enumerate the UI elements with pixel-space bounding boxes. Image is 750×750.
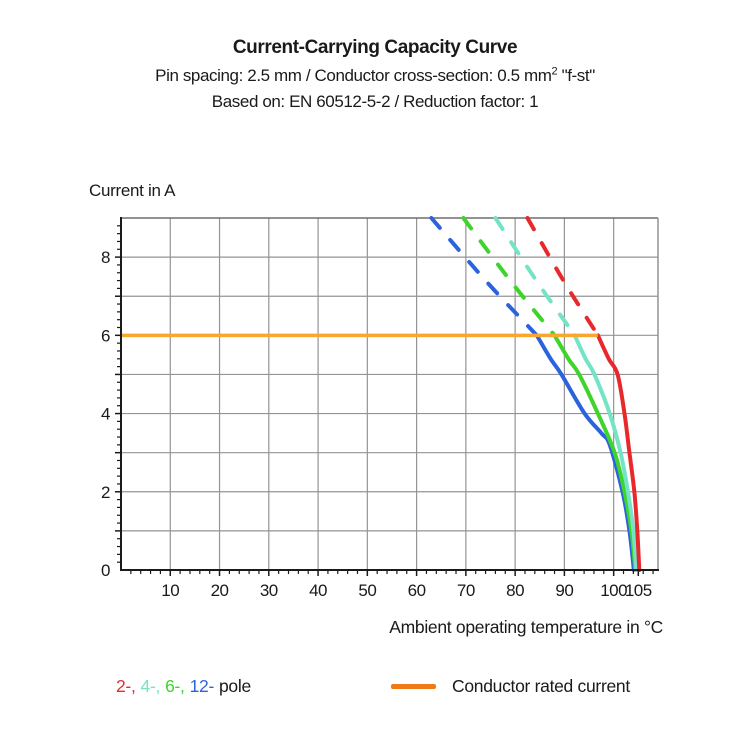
x-axis-title: Ambient operating temperature in °C — [389, 617, 663, 637]
svg-text:60: 60 — [408, 581, 426, 600]
svg-text:105: 105 — [625, 581, 652, 600]
svg-text:90: 90 — [555, 581, 573, 600]
svg-text:2: 2 — [101, 483, 110, 502]
svg-text:20: 20 — [211, 581, 229, 600]
subtitle-1-superscript: 2 — [551, 65, 558, 78]
chart-title: Current-Carrying Capacity Curve — [232, 37, 518, 58]
chart-subtitle-1: Pin spacing: 2.5 mm / Conductor cross-se… — [0, 66, 750, 86]
legend-pole-4: 4-, — [140, 676, 161, 696]
svg-text:0: 0 — [101, 561, 110, 580]
legend-pole-2: 2-, — [116, 676, 136, 696]
legend-pole-suffix: pole — [219, 676, 251, 696]
legend-pole-6: 6-, — [165, 676, 185, 696]
legend-poles: 2-, 4-, 6-, 12- pole — [116, 676, 251, 697]
subtitle-1-text: Pin spacing: 2.5 mm / Conductor cross-se… — [155, 66, 552, 85]
svg-text:6: 6 — [101, 326, 110, 345]
svg-text:4: 4 — [101, 405, 110, 424]
legend-rated-current: Conductor rated current — [391, 676, 630, 697]
y-axis-title: Current in A — [89, 181, 176, 200]
rated-current-line-swatch — [391, 684, 436, 689]
subtitle-1-suffix: "f-st" — [557, 66, 596, 85]
legend-rated-current-label: Conductor rated current — [452, 676, 630, 696]
svg-text:80: 80 — [506, 581, 524, 600]
svg-text:50: 50 — [358, 581, 376, 600]
svg-text:40: 40 — [309, 581, 327, 600]
legend-pole-12: 12- — [189, 676, 215, 696]
chart-subtitle-2: Based on: EN 60512-5-2 / Reduction facto… — [211, 92, 539, 111]
svg-text:100: 100 — [600, 581, 627, 600]
svg-text:30: 30 — [260, 581, 278, 600]
svg-text:10: 10 — [161, 581, 179, 600]
svg-text:70: 70 — [457, 581, 475, 600]
svg-text:8: 8 — [101, 248, 110, 267]
